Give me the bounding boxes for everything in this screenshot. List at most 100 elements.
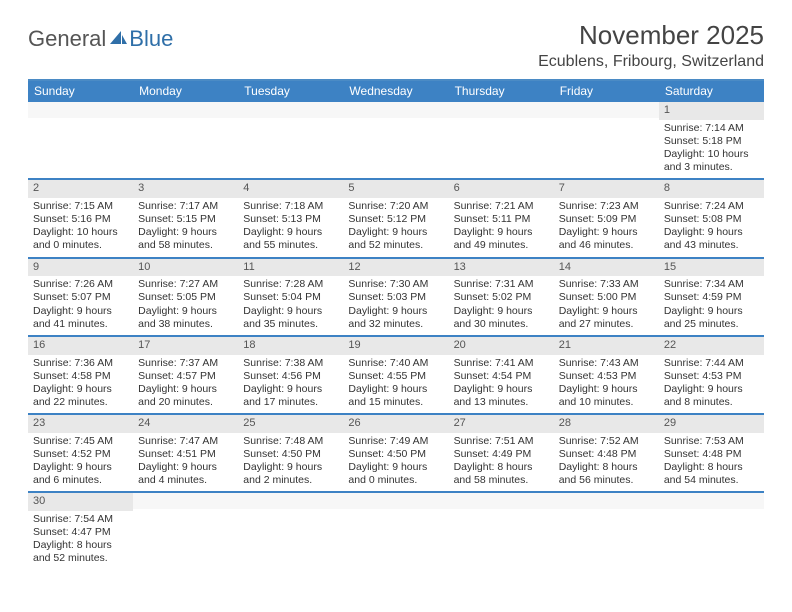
day-body: Sunrise: 7:51 AMSunset: 4:49 PMDaylight:… (449, 433, 554, 492)
day-number: 18 (238, 337, 343, 355)
weekday-header-row: SundayMondayTuesdayWednesdayThursdayFrid… (28, 81, 764, 102)
day-cell: 17Sunrise: 7:37 AMSunset: 4:57 PMDayligh… (133, 337, 238, 413)
day-line: Sunrise: 7:23 AM (559, 200, 654, 213)
day-line: Sunset: 4:49 PM (454, 448, 549, 461)
day-line: Sunrise: 7:52 AM (559, 435, 654, 448)
weekday-header: Monday (133, 81, 238, 102)
day-body: Sunrise: 7:23 AMSunset: 5:09 PMDaylight:… (554, 198, 659, 257)
day-line: Daylight: 8 hours and 58 minutes. (454, 461, 549, 487)
day-line: Daylight: 9 hours and 0 minutes. (348, 461, 443, 487)
day-line: Sunset: 4:48 PM (664, 448, 759, 461)
day-line: Sunset: 4:54 PM (454, 370, 549, 383)
day-line: Sunset: 4:56 PM (243, 370, 338, 383)
day-body: Sunrise: 7:54 AMSunset: 4:47 PMDaylight:… (28, 511, 133, 570)
day-line: Daylight: 8 hours and 54 minutes. (664, 461, 759, 487)
day-line: Daylight: 9 hours and 10 minutes. (559, 383, 654, 409)
day-line: Daylight: 9 hours and 38 minutes. (138, 305, 233, 331)
day-cell: 9Sunrise: 7:26 AMSunset: 5:07 PMDaylight… (28, 259, 133, 335)
day-line: Sunset: 5:08 PM (664, 213, 759, 226)
day-line: Sunrise: 7:38 AM (243, 357, 338, 370)
day-line: Sunrise: 7:44 AM (664, 357, 759, 370)
weekday-header: Wednesday (343, 81, 448, 102)
day-number: 12 (343, 259, 448, 277)
day-cell: 20Sunrise: 7:41 AMSunset: 4:54 PMDayligh… (449, 337, 554, 413)
day-body (238, 118, 343, 124)
day-line: Sunrise: 7:28 AM (243, 278, 338, 291)
day-cell: 10Sunrise: 7:27 AMSunset: 5:05 PMDayligh… (133, 259, 238, 335)
day-body (28, 118, 133, 124)
day-line: Sunrise: 7:30 AM (348, 278, 443, 291)
day-body: Sunrise: 7:40 AMSunset: 4:55 PMDaylight:… (343, 355, 448, 414)
day-line: Sunset: 5:15 PM (138, 213, 233, 226)
day-body: Sunrise: 7:34 AMSunset: 4:59 PMDaylight:… (659, 276, 764, 335)
day-body: Sunrise: 7:28 AMSunset: 5:04 PMDaylight:… (238, 276, 343, 335)
day-cell (449, 493, 554, 569)
day-line: Sunset: 5:00 PM (559, 291, 654, 304)
day-number (238, 493, 343, 509)
day-line: Sunset: 4:47 PM (33, 526, 128, 539)
day-number (449, 102, 554, 118)
day-line: Sunrise: 7:45 AM (33, 435, 128, 448)
day-body: Sunrise: 7:33 AMSunset: 5:00 PMDaylight:… (554, 276, 659, 335)
day-line: Sunrise: 7:26 AM (33, 278, 128, 291)
day-number: 4 (238, 180, 343, 198)
day-number: 22 (659, 337, 764, 355)
day-line: Sunset: 5:12 PM (348, 213, 443, 226)
weekday-header: Sunday (28, 81, 133, 102)
day-number: 9 (28, 259, 133, 277)
day-line: Sunset: 5:11 PM (454, 213, 549, 226)
day-body: Sunrise: 7:44 AMSunset: 4:53 PMDaylight:… (659, 355, 764, 414)
day-line: Sunset: 4:53 PM (664, 370, 759, 383)
day-line: Sunrise: 7:15 AM (33, 200, 128, 213)
logo-sail-icon (106, 26, 129, 52)
day-body: Sunrise: 7:27 AMSunset: 5:05 PMDaylight:… (133, 276, 238, 335)
day-cell (28, 102, 133, 178)
day-line: Daylight: 9 hours and 32 minutes. (348, 305, 443, 331)
day-body: Sunrise: 7:21 AMSunset: 5:11 PMDaylight:… (449, 198, 554, 257)
day-body (554, 118, 659, 124)
day-cell (238, 493, 343, 569)
day-body: Sunrise: 7:45 AMSunset: 4:52 PMDaylight:… (28, 433, 133, 492)
day-body: Sunrise: 7:20 AMSunset: 5:12 PMDaylight:… (343, 198, 448, 257)
day-number: 1 (659, 102, 764, 120)
day-line: Daylight: 9 hours and 52 minutes. (348, 226, 443, 252)
day-line: Sunrise: 7:53 AM (664, 435, 759, 448)
day-line: Sunset: 4:50 PM (243, 448, 338, 461)
day-body: Sunrise: 7:53 AMSunset: 4:48 PMDaylight:… (659, 433, 764, 492)
day-body (343, 509, 448, 515)
day-number: 20 (449, 337, 554, 355)
day-body: Sunrise: 7:49 AMSunset: 4:50 PMDaylight:… (343, 433, 448, 492)
day-cell (554, 102, 659, 178)
day-cell: 2Sunrise: 7:15 AMSunset: 5:16 PMDaylight… (28, 180, 133, 256)
day-line: Sunset: 4:52 PM (33, 448, 128, 461)
day-number (554, 102, 659, 118)
day-line: Sunrise: 7:49 AM (348, 435, 443, 448)
day-cell (343, 493, 448, 569)
day-line: Sunrise: 7:37 AM (138, 357, 233, 370)
day-line: Daylight: 9 hours and 35 minutes. (243, 305, 338, 331)
day-body: Sunrise: 7:47 AMSunset: 4:51 PMDaylight:… (133, 433, 238, 492)
day-line: Sunset: 4:50 PM (348, 448, 443, 461)
day-body (449, 509, 554, 515)
day-line: Daylight: 9 hours and 22 minutes. (33, 383, 128, 409)
day-cell: 7Sunrise: 7:23 AMSunset: 5:09 PMDaylight… (554, 180, 659, 256)
day-cell: 22Sunrise: 7:44 AMSunset: 4:53 PMDayligh… (659, 337, 764, 413)
day-line: Daylight: 9 hours and 15 minutes. (348, 383, 443, 409)
day-number: 11 (238, 259, 343, 277)
day-number (343, 102, 448, 118)
week-row: 16Sunrise: 7:36 AMSunset: 4:58 PMDayligh… (28, 337, 764, 415)
day-line: Sunrise: 7:40 AM (348, 357, 443, 370)
day-number: 16 (28, 337, 133, 355)
day-number: 23 (28, 415, 133, 433)
day-body: Sunrise: 7:52 AMSunset: 4:48 PMDaylight:… (554, 433, 659, 492)
day-line: Sunrise: 7:51 AM (454, 435, 549, 448)
day-number: 27 (449, 415, 554, 433)
day-number: 7 (554, 180, 659, 198)
day-number: 10 (133, 259, 238, 277)
logo-text-2: Blue (129, 26, 173, 52)
day-number: 2 (28, 180, 133, 198)
day-cell: 18Sunrise: 7:38 AMSunset: 4:56 PMDayligh… (238, 337, 343, 413)
day-cell (554, 493, 659, 569)
day-body: Sunrise: 7:30 AMSunset: 5:03 PMDaylight:… (343, 276, 448, 335)
day-line: Daylight: 9 hours and 25 minutes. (664, 305, 759, 331)
